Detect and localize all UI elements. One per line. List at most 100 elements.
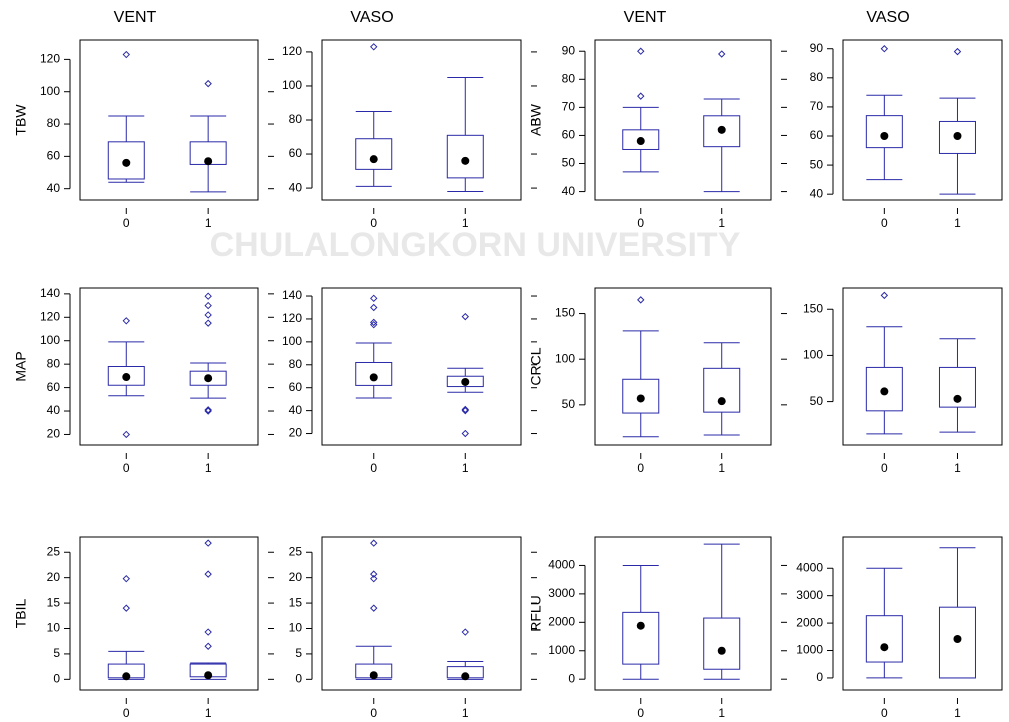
x-tick-label: 1 (205, 461, 212, 475)
x-tick-label: 1 (462, 461, 469, 475)
outlier (204, 570, 212, 578)
x-tick-label: 0 (881, 461, 888, 475)
y-tick-label: 25 (47, 544, 61, 558)
outlier (461, 405, 469, 414)
y-tick-label: 40 (562, 184, 576, 198)
y-tick-label: 5 (295, 646, 302, 660)
plot-frame (79, 39, 259, 201)
y-axis-label: TBW (13, 104, 29, 136)
x-tick-label: 0 (123, 216, 130, 230)
y-tick-label: 5 (53, 646, 60, 660)
outlier (204, 79, 212, 88)
center-dot (204, 671, 213, 680)
center-dot (717, 397, 726, 406)
x-tick-label: 1 (462, 216, 469, 230)
plot-frame (79, 287, 259, 446)
x-tick-label: 0 (370, 216, 377, 230)
y-tick-label: 60 (562, 128, 576, 142)
y-tick-label: 3000 (548, 586, 575, 600)
outlier (370, 303, 378, 312)
outlier (204, 539, 212, 547)
y-axis-label: MAP (13, 351, 29, 381)
x-tick-label: 1 (205, 706, 212, 717)
y-tick-label: 40 (47, 403, 61, 417)
column-title: VENT (114, 9, 157, 26)
y-tick-label: 20 (289, 570, 303, 584)
y-tick-label: 140 (282, 288, 302, 302)
y-tick-label: 140 (40, 286, 60, 300)
y-tick-label: 40 (810, 186, 824, 200)
center-dot (369, 671, 378, 680)
y-tick-label: 20 (289, 426, 303, 440)
y-tick-label: 120 (40, 52, 60, 66)
y-tick-label: 1000 (548, 643, 575, 657)
outlier (370, 570, 378, 578)
y-tick-label: 40 (289, 180, 303, 194)
y-tick-label: 80 (47, 116, 61, 130)
y-tick-label: 60 (47, 380, 61, 394)
outlier (370, 574, 378, 583)
y-tick-label: 60 (289, 146, 303, 160)
y-tick-label: 40 (289, 403, 303, 417)
outlier (122, 50, 130, 59)
y-tick-label: 0 (568, 671, 575, 685)
plot-frame (321, 287, 522, 446)
outlier (637, 296, 645, 304)
y-tick-label: 60 (289, 380, 303, 394)
box (865, 115, 903, 149)
outlier (370, 294, 378, 303)
center-dot (880, 643, 889, 652)
center-dot (461, 672, 470, 681)
center-dot (122, 158, 131, 167)
outlier (122, 604, 130, 612)
x-tick-label: 0 (370, 706, 377, 717)
center-dot (953, 635, 962, 643)
y-tick-label: 40 (47, 181, 61, 195)
y-tick-label: 80 (47, 356, 61, 370)
outlier (370, 318, 378, 327)
outlier (637, 92, 645, 100)
y-tick-label: 90 (562, 43, 576, 57)
outlier (204, 406, 212, 414)
x-tick-label: 1 (718, 706, 725, 717)
y-axis-label: RFLU (528, 595, 544, 632)
y-tick-label: 100 (40, 333, 60, 347)
y-tick-label: 50 (810, 394, 824, 408)
y-tick-label: 15 (47, 595, 61, 609)
y-tick-label: 0 (53, 671, 60, 685)
y-tick-label: 10 (289, 621, 303, 635)
outlier (461, 429, 469, 438)
plot-frame (79, 536, 259, 691)
y-tick-label: 60 (810, 128, 824, 142)
plot-frame (842, 39, 1003, 201)
outlier (370, 43, 378, 51)
x-tick-label: 1 (718, 461, 725, 475)
box (865, 615, 903, 663)
y-tick-label: 50 (562, 397, 576, 411)
center-dot (636, 621, 645, 630)
center-dot (204, 157, 213, 166)
plot-frame (321, 39, 522, 201)
y-tick-label: 10 (47, 621, 61, 635)
plot-frame (842, 536, 1003, 691)
y-tick-label: 20 (47, 427, 61, 441)
x-tick-label: 0 (370, 461, 377, 475)
y-tick-label: 50 (562, 156, 576, 170)
outlier (204, 311, 212, 319)
center-dot (880, 132, 889, 140)
box (703, 617, 741, 670)
center-dot (636, 394, 645, 403)
y-tick-label: 3000 (796, 588, 823, 602)
y-tick-label: 4000 (548, 558, 575, 572)
y-tick-label: 80 (562, 71, 576, 85)
y-tick-label: 100 (803, 348, 823, 362)
y-tick-label: 80 (810, 70, 824, 84)
outlier (880, 45, 889, 53)
outlier (122, 574, 130, 583)
outlier (718, 50, 726, 58)
watermark: CHULALONGKORN UNIVERSITY (210, 226, 741, 264)
outlier (370, 320, 378, 329)
y-tick-label: 100 (555, 351, 575, 365)
column-title: VENT (624, 9, 667, 26)
